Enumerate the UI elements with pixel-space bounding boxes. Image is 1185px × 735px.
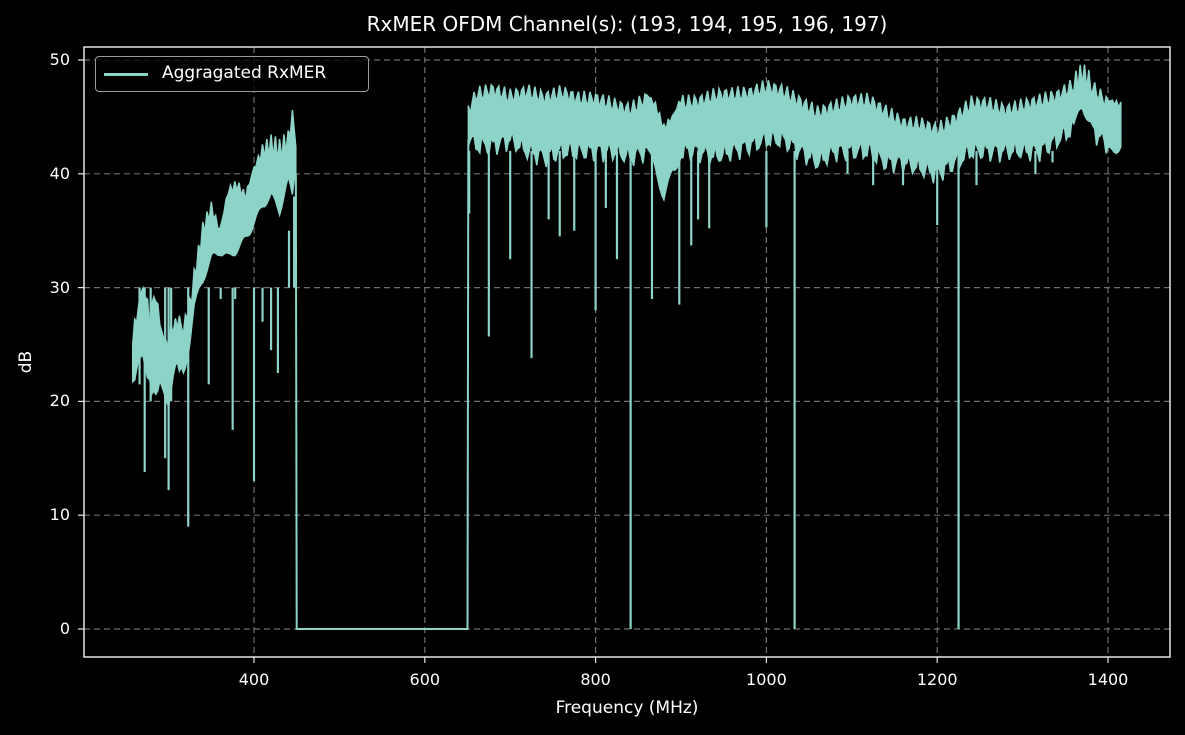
chart-title: RxMER OFDM Channel(s): (193, 194, 195, 1… (366, 12, 888, 36)
y-tick-label: 30 (49, 277, 70, 297)
y-tick-label: 20 (49, 391, 70, 411)
rxmer-gap-segment (294, 139, 470, 630)
x-axis-label: Frequency (MHz) (555, 698, 699, 718)
legend-label: Aggragated RxMER (162, 63, 327, 83)
axes-frame (83, 46, 1171, 658)
y-tick-label: 40 (49, 163, 70, 183)
x-tick-label: 1400 (1087, 670, 1129, 689)
y-tick-label: 10 (49, 505, 70, 525)
legend: Aggragated RxMER (95, 56, 369, 92)
x-tick-label: 1000 (746, 670, 787, 689)
rxmer-band-high (467, 64, 1122, 202)
x-tick-label: 800 (580, 670, 611, 689)
y-axis-label: dB (16, 350, 36, 374)
y-tick-label: 50 (49, 50, 70, 69)
legend-line-icon (104, 73, 148, 76)
rxmer-band-low (131, 110, 297, 409)
y-tick-label: 0 (59, 619, 70, 638)
x-tick-label: 600 (409, 670, 441, 689)
x-tick-label: 400 (238, 670, 270, 689)
x-tick-label: 1200 (916, 670, 958, 689)
